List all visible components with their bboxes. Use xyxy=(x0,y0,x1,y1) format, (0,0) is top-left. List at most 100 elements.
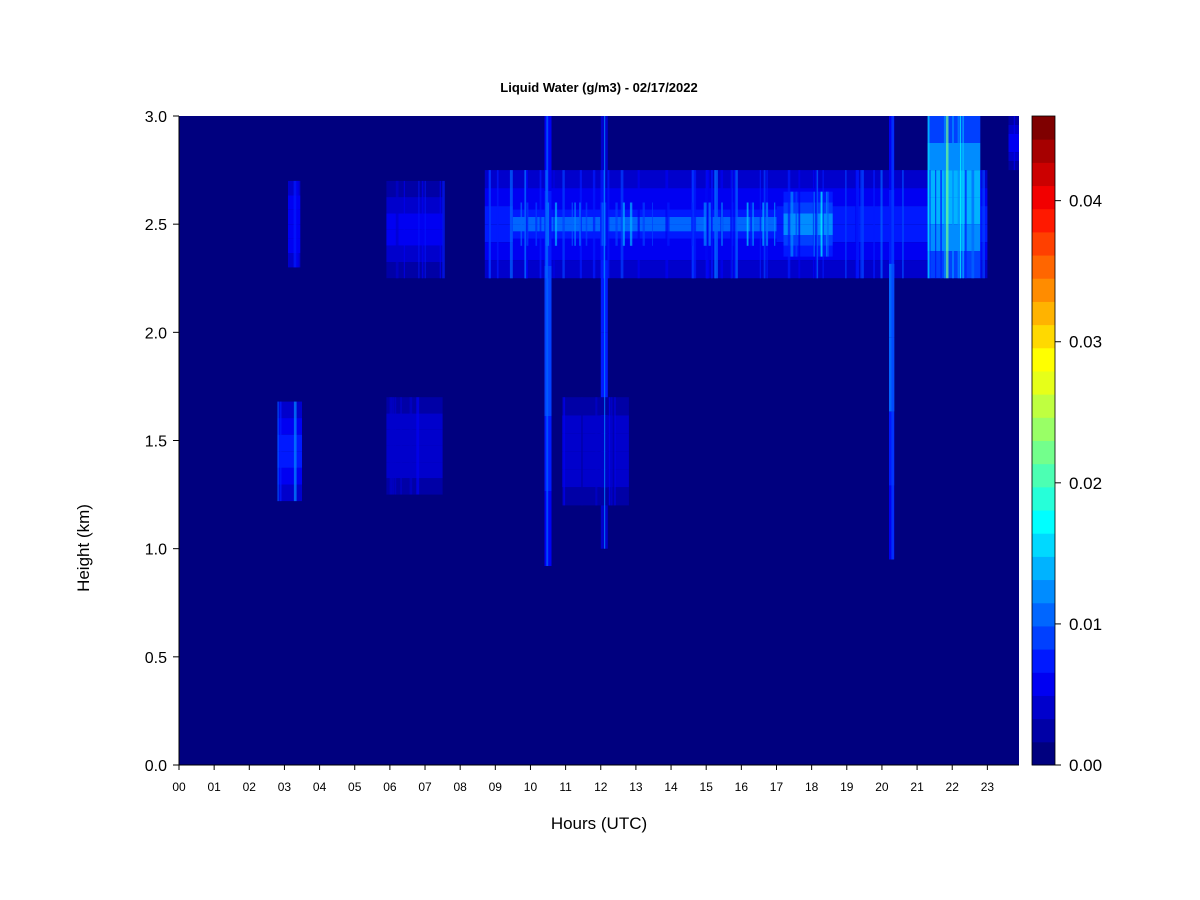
colorbar-swatch xyxy=(1032,255,1055,279)
heatmap-streak xyxy=(763,170,766,279)
colorbar-swatch xyxy=(1032,347,1055,372)
heatmap-streak xyxy=(520,202,523,246)
x-tick-label: 16 xyxy=(735,780,749,794)
x-axis: 00 01 02 03 04 05 06 07 08 09 10 11 12 13 14 15 16 17 18 19… xyxy=(172,764,1019,794)
heatmap-streak xyxy=(982,170,985,279)
colorbar-swatch xyxy=(1032,440,1055,465)
heatmap-cell xyxy=(386,229,443,246)
colorbar: 0.00 0.01 0.02 0.03 0.04 xyxy=(1031,115,1102,775)
heatmap-streak xyxy=(595,397,598,506)
heatmap-streak xyxy=(703,202,707,246)
heatmap-streak xyxy=(424,180,426,279)
heatmap-streak xyxy=(880,170,883,279)
heatmap-streak xyxy=(496,170,499,279)
colorbar-swatch xyxy=(1032,417,1055,441)
colorbar-swatch xyxy=(1032,324,1055,349)
heatmap-streak xyxy=(927,116,930,279)
heatmap-streak xyxy=(392,397,394,495)
colorbar-swatch xyxy=(1032,533,1055,557)
colorbar-swatch xyxy=(1032,185,1055,210)
heatmap-streak xyxy=(442,180,445,279)
heatmap-streak xyxy=(563,397,566,506)
colorbar-swatch xyxy=(1032,625,1055,650)
y-axis-label: Height (km) xyxy=(74,504,93,592)
x-tick-label: 23 xyxy=(981,780,995,794)
heatmap-streak xyxy=(787,170,791,279)
heatmap-streak xyxy=(935,170,937,279)
heatmap-streak xyxy=(929,170,931,279)
heatmap-streak xyxy=(735,170,738,279)
heatmap-streak xyxy=(845,170,847,279)
heatmap-streak xyxy=(714,170,717,279)
heatmap-streak xyxy=(731,202,734,246)
heatmap-streak xyxy=(416,397,420,495)
heatmap-streak xyxy=(620,170,624,279)
colorbar-swatch xyxy=(1032,370,1055,395)
x-tick-label: 11 xyxy=(559,780,572,794)
heatmap-streak xyxy=(711,170,713,279)
heatmap-streak xyxy=(766,202,769,246)
y-tick-label: 2.5 xyxy=(145,217,167,234)
x-tick-label: 08 xyxy=(453,780,467,794)
colorbar-frame xyxy=(1031,115,1056,766)
heatmap-streak xyxy=(692,170,695,279)
heatmap-streak xyxy=(277,401,279,502)
colorbar-swatch xyxy=(1032,208,1055,233)
x-tick-label: 13 xyxy=(629,780,643,794)
x-tick-label: 19 xyxy=(840,780,854,794)
heatmap-streak xyxy=(860,170,863,279)
x-tick-label: 07 xyxy=(418,780,432,794)
heatmap-streak xyxy=(535,202,537,246)
colorbar-swatch xyxy=(1032,602,1055,627)
heatmap-streak xyxy=(554,202,558,246)
heatmap-cell xyxy=(783,213,833,225)
heatmap-streak xyxy=(708,202,711,246)
heatmap-streak xyxy=(693,170,697,279)
heatmap-streak xyxy=(293,180,297,268)
heatmap-streak xyxy=(721,202,723,246)
heatmap-streak xyxy=(601,202,604,246)
heatmap-streak xyxy=(546,116,549,566)
heatmap-streak xyxy=(962,116,964,279)
y-tick-label: 0.5 xyxy=(145,650,167,667)
heatmap-streak xyxy=(524,170,527,279)
heatmap-streak xyxy=(746,202,749,246)
colorbar-swatch xyxy=(1032,301,1055,326)
heatmap-streak xyxy=(642,202,645,246)
x-axis-label: Hours (UTC) xyxy=(551,814,647,833)
heatmap-streak xyxy=(691,202,693,246)
heatmap-streak xyxy=(765,202,767,246)
colorbar-swatch xyxy=(1032,741,1055,766)
heatmap-streak xyxy=(571,202,573,246)
heatmap-streak xyxy=(891,116,894,560)
heatmap-streak xyxy=(813,191,815,257)
colorbar-swatch xyxy=(1032,463,1055,488)
heatmap-streak xyxy=(715,170,718,279)
chart-title: Liquid Water (g/m3) - 02/17/2022 xyxy=(500,80,697,95)
heatmap-streak xyxy=(614,397,616,506)
heatmap-streak xyxy=(418,180,420,279)
x-tick-label: 17 xyxy=(770,780,784,794)
colorbar-tick-label: 0.03 xyxy=(1069,333,1102,352)
heatmap-streak xyxy=(862,170,864,279)
heatmap-cell xyxy=(386,197,443,214)
heatmap-streak xyxy=(579,202,581,246)
heatmap-streak xyxy=(607,170,610,279)
heatmap-streak xyxy=(279,401,282,502)
heatmap-cell xyxy=(783,202,833,214)
heatmap-streak xyxy=(389,397,392,495)
heatmap-streak xyxy=(553,170,555,279)
y-axis: 0.0 0.5 1.0 1.5 2.0 2.5 3.0 xyxy=(145,109,180,775)
x-tick-label: 05 xyxy=(348,780,362,794)
heatmap-streak xyxy=(394,397,397,495)
heatmap-streak xyxy=(608,397,611,506)
heatmap-cell xyxy=(783,235,833,246)
heatmap-streak xyxy=(629,202,633,246)
heatmap-cell xyxy=(386,245,443,262)
heatmap-streak xyxy=(574,202,576,246)
heatmap-streak xyxy=(602,170,605,279)
heatmap-streak xyxy=(960,116,962,279)
heatmap-cell xyxy=(783,224,833,235)
heatmap-streak xyxy=(665,170,669,279)
